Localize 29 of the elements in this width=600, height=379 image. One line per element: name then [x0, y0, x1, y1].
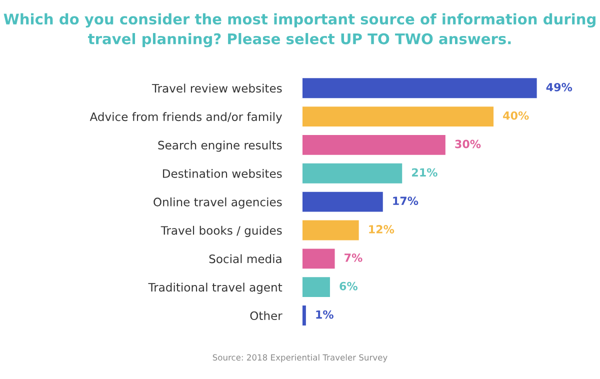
bar [302, 105, 495, 128]
bar [302, 162, 404, 185]
data-label: 7% [344, 253, 362, 262]
y-tick-label: Traditional travel agent [148, 282, 282, 294]
bar [302, 190, 384, 214]
bar [302, 276, 332, 298]
bar [302, 134, 447, 156]
bar [302, 304, 308, 327]
y-tick-label: Travel review websites [152, 84, 282, 93]
bar [302, 76, 538, 100]
y-tick-label: Social media [209, 254, 282, 264]
data-label: 17% [393, 196, 418, 206]
data-label: 30% [455, 140, 481, 148]
y-tick-label: Advice from friends and/or family [90, 112, 282, 124]
data-label: 40% [503, 111, 529, 120]
data-label: 6% [340, 282, 358, 290]
chart-title: Which do you consider the most important source of information during travel planning? Please select UP TO TWO answers. [4, 13, 596, 48]
y-tick-label: Other [250, 311, 282, 320]
data-label: 21% [412, 168, 438, 177]
y-tick-label: Destination websites [163, 169, 282, 178]
data-label: 49% [546, 82, 572, 92]
data-label: 1% [316, 310, 334, 319]
bar [302, 247, 336, 270]
data-label: 12% [369, 225, 394, 234]
y-tick-label: Online travel agencies [154, 197, 282, 209]
source-note: Source: 2018 Experiential Traveler Survey [212, 354, 388, 362]
y-tick-label: Travel books / guides [160, 226, 282, 238]
bar [302, 218, 360, 242]
y-tick-label: Search engine results [158, 140, 282, 152]
